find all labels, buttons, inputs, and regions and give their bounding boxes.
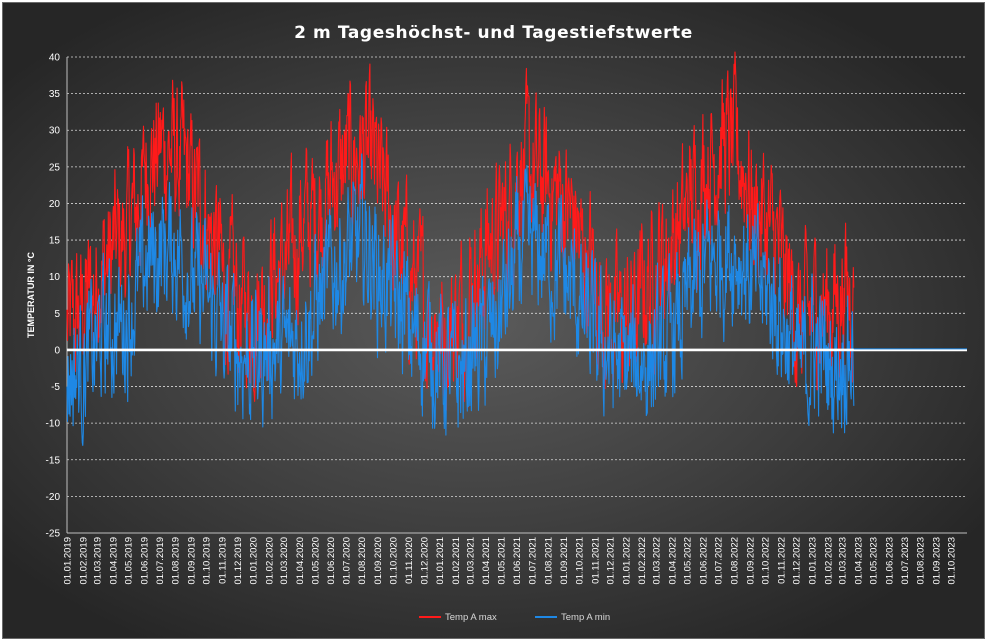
x-tick-label: 01.11.2019 [218,537,229,584]
x-tick-label: 01.03.2022 [651,537,662,585]
x-tick-label: 01.03.2023 [838,537,849,585]
line-chart: 40 35 30 25 20 15 10 5 0 -5 -10 -15 -20 -25 TEMPERATUR… [26,51,967,623]
x-tick-label: 01.11.2021 [590,537,601,584]
x-tick-label: 01.04.2021 [481,537,492,585]
x-tick-label: 01.06.2020 [326,537,337,585]
y-tick-label: 30 [49,126,61,137]
y-tick-label: 40 [49,53,61,64]
series-line-temp-a-min [66,153,855,446]
y-axis-label: TEMPERATUR IN °C [26,252,36,338]
x-tick-label: 01.02.2022 [637,537,648,585]
legend-item-temp-a-max: Temp A max [445,612,497,623]
x-tick-label: 01.09.2022 [745,537,756,585]
y-tick-label: -5 [51,382,60,393]
x-tick-label: 01.06.2023 [884,537,895,585]
y-tick-label: -25 [46,529,61,540]
x-tick-label: 01.11.2022 [776,537,787,584]
x-tick-label: 01.08.2023 [916,537,927,585]
x-tick-label: 01.10.2020 [388,537,399,585]
y-tick-label: 15 [49,236,61,247]
chart-title: 2 m Tageshöchst- und Tagestiefstwerte [294,23,693,43]
y-tick-label: 5 [54,309,60,320]
x-tick-label: 01.05.2019 [124,537,135,585]
x-tick-label: 01.02.2019 [78,537,89,585]
x-tick-label: 01.01.2020 [249,537,260,585]
x-tick-label: 01.01.2023 [807,537,818,585]
x-tick-label: 01.05.2020 [310,537,321,585]
series-line-temp-a-max [66,51,855,411]
x-tick-label: 01.04.2020 [295,537,306,585]
x-tick-label: 01.01.2019 [63,537,74,585]
y-tick-label: 10 [49,272,61,283]
x-tick-label: 01.12.2019 [233,537,244,585]
legend-item-temp-a-min: Temp A min [561,612,610,623]
x-tick-label: 01.07.2021 [528,537,539,585]
x-tick-label: 01.04.2023 [853,537,864,585]
y-tick-label: -20 [46,492,61,503]
x-tick-label: 01.02.2023 [823,537,834,585]
x-tick-label: 01.08.2020 [357,537,368,585]
x-tick-label: 01.06.2019 [139,537,150,585]
x-tick-label: 01.09.2021 [559,537,570,585]
x-tick-label: 01.06.2022 [698,537,709,585]
x-tick-label: 01.07.2019 [155,537,166,585]
x-tick-label: 01.10.2019 [202,537,213,585]
x-tick-label: 01.03.2019 [93,537,104,585]
x-tick-label: 01.12.2022 [792,537,803,585]
x-tick-label: 01.05.2021 [496,537,507,585]
x-tick-label: 01.05.2022 [683,537,694,585]
y-tick-label: 20 [49,199,61,210]
x-tick-label: 01.12.2020 [419,537,430,585]
x-tick-label: 01.03.2021 [465,537,476,585]
x-tick-label: 01.07.2023 [900,537,911,585]
x-tick-label: 01.02.2020 [264,537,275,585]
y-tick-label: 35 [49,89,61,100]
x-tick-label: 01.02.2021 [451,537,462,585]
x-tick-label: 01.06.2021 [512,537,523,585]
x-tick-label: 01.08.2019 [171,537,182,585]
x-tick-label: 01.09.2020 [373,537,384,585]
x-tick-label: 01.01.2022 [621,537,632,585]
x-tick-label: 01.05.2023 [869,537,880,585]
x-tick-label: 01.10.2021 [574,537,585,585]
x-tick-label: 01.10.2022 [761,537,772,585]
y-tick-label: -10 [46,419,61,430]
y-tick-label: 25 [49,162,61,173]
x-tick-label: 01.08.2021 [543,537,554,585]
x-tick-label: 01.09.2023 [931,537,942,585]
x-tick-label: 01.12.2021 [606,537,617,585]
x-tick-label: 01.01.2021 [435,537,446,585]
x-tick-label: 01.07.2022 [714,537,725,585]
x-tick-label: 01.10.2023 [947,537,958,585]
x-tick-label: 01.03.2020 [279,537,290,585]
x-tick-label: 01.08.2022 [729,537,740,585]
x-tick-label: 01.11.2020 [404,537,415,584]
y-tick-label: 0 [54,345,60,356]
x-tick-label: 01.09.2019 [186,537,197,585]
x-tick-label: 01.07.2020 [341,537,352,585]
x-tick-label: 01.04.2022 [667,537,678,585]
y-tick-label: -15 [46,455,61,466]
x-tick-label: 01.04.2019 [108,537,119,585]
